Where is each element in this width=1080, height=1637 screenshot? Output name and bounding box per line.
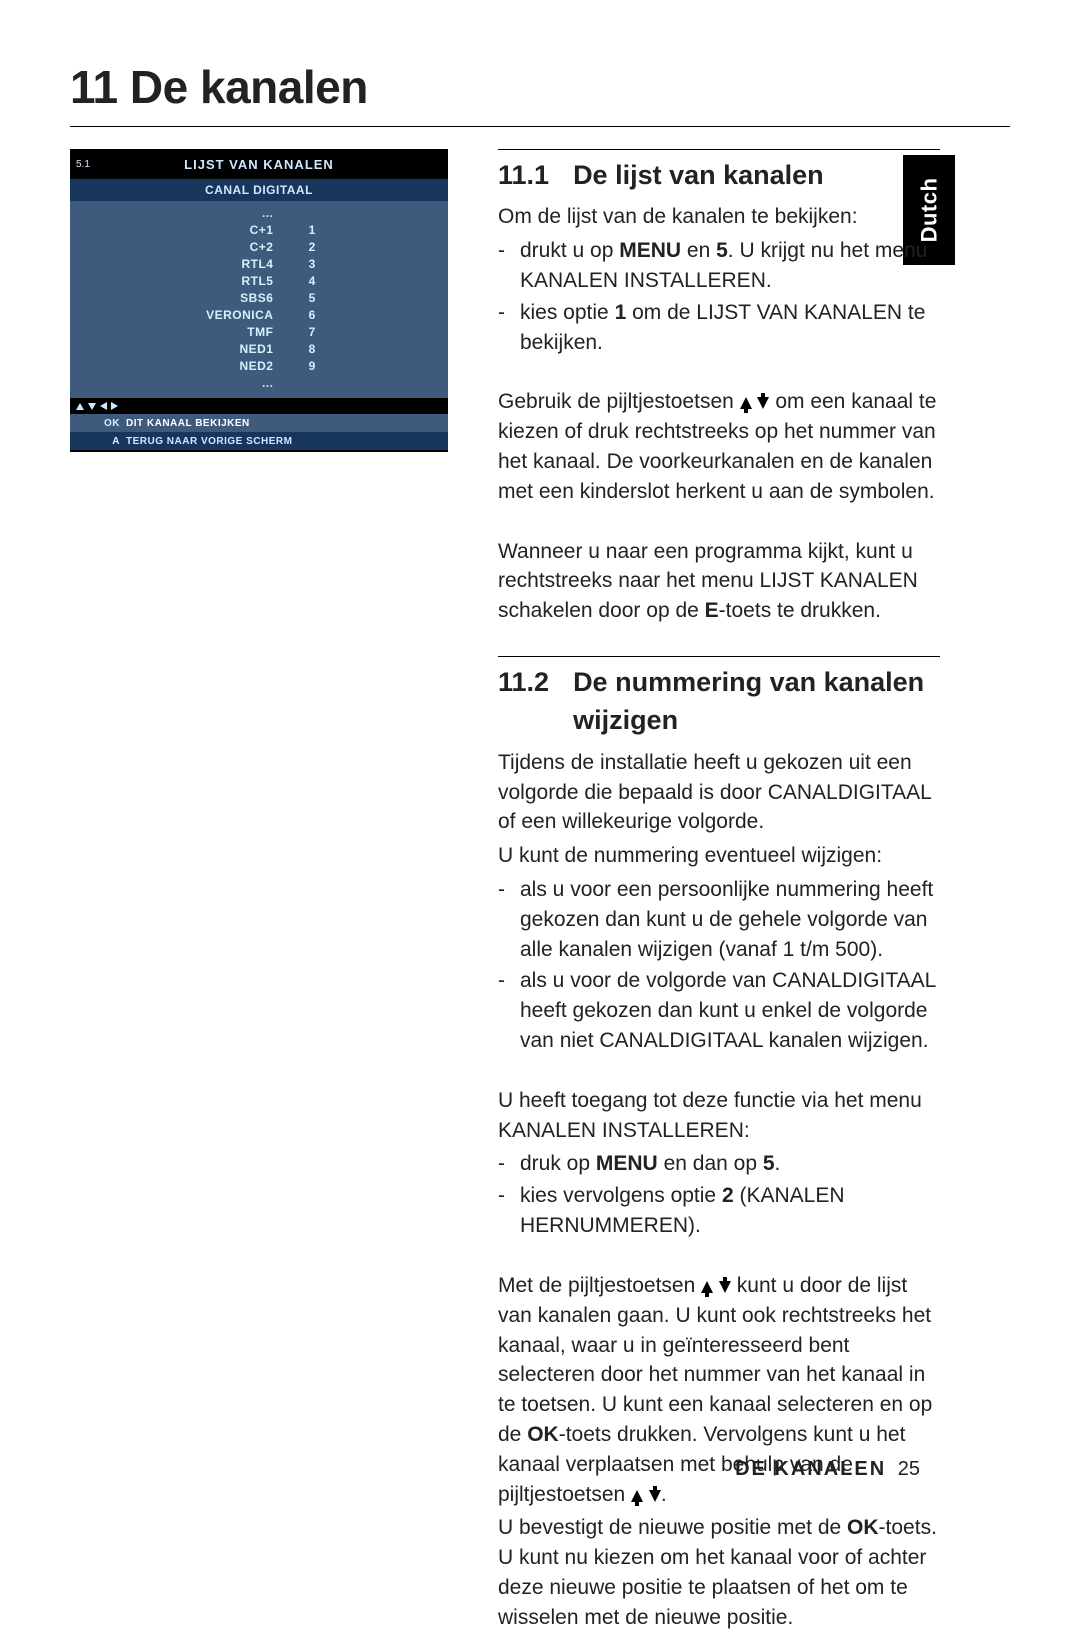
title-rule: [70, 126, 1010, 127]
sec11-2-li1: als u voor een persoonlijke nummering he…: [498, 875, 940, 964]
sec11-1-list: drukt u op MENU en 5. U krijgt nu het me…: [498, 236, 940, 357]
tv-channel-row: TMF7: [70, 324, 448, 341]
tv-hint-row: OKDIT KANAAL BEKIJKEN: [70, 414, 448, 432]
tv-hint-key: A: [70, 436, 126, 447]
language-tab-label: Dutch: [916, 178, 942, 243]
sec11-2-list1: als u voor een persoonlijke nummering he…: [498, 875, 940, 1056]
arrow-down-icon: [88, 403, 96, 410]
tv-channel-number: 8: [285, 341, 338, 358]
chapter-title: 11 De kanalen: [70, 60, 1010, 114]
tv-channel-name: NED1: [70, 341, 285, 358]
tv-channel-row: RTL43: [70, 256, 448, 273]
tv-topbar: 5.1 LIJST VAN KANALEN: [70, 149, 448, 179]
tv-channel-list: ... C+11C+22RTL43RTL54SBS65VERONICA6TMF7…: [70, 201, 448, 398]
tv-channel-row: C+22: [70, 239, 448, 256]
tv-channel-name: VERONICA: [70, 307, 285, 324]
tv-channel-number: 1: [285, 222, 338, 239]
sec11-2-p2: U kunt de nummering eventueel wijzigen:: [498, 841, 940, 871]
sec11-2-p3: U heeft toegang tot deze functie via het…: [498, 1086, 940, 1146]
arrow-up-glyph: [740, 397, 752, 409]
arrow-up-icon: [76, 403, 84, 410]
tv-channel-number: 3: [285, 256, 338, 273]
tv-channel-row: NED18: [70, 341, 448, 358]
sec11-1-p2: Gebruik de pijltjestoetsen om een kanaal…: [498, 387, 940, 506]
section-11-1-title: De lijst van kanalen: [573, 156, 824, 194]
tv-channel-number: 5: [285, 290, 338, 307]
arrow-up-glyph: [701, 1281, 713, 1293]
arrow-up-glyph: [631, 1490, 643, 1502]
sec11-1-intro: Om de lijst van de kanalen te bekijken:: [498, 202, 940, 232]
tv-ellipsis-top: ...: [70, 205, 448, 222]
tv-nav-arrows: [70, 398, 448, 414]
tv-title: LIJST VAN KANALEN: [70, 157, 448, 172]
sec11-1-p3: Wanneer u naar een programma kijkt, kunt…: [498, 537, 940, 626]
tv-screenshot: 5.1 LIJST VAN KANALEN CANAL DIGITAAL ...…: [70, 149, 448, 452]
arrow-left-icon: [100, 402, 107, 410]
sec11-1-li1: drukt u op MENU en 5. U krijgt nu het me…: [498, 236, 940, 296]
section-11-2-title: De nummering van kanalen wijzigen: [573, 663, 940, 740]
tv-hint-label: TERUG NAAR VORIGE SCHERM: [126, 436, 292, 447]
tv-channel-name: NED2: [70, 358, 285, 375]
tv-channel-name: C+1: [70, 222, 285, 239]
footer-label: De kanalen: [735, 1458, 886, 1480]
tv-hint-key: OK: [70, 418, 126, 429]
section-11-2-number: 11.2: [498, 663, 549, 740]
sec11-2-p5: U bevestigt de nieuwe positie met de OK-…: [498, 1513, 940, 1632]
tv-channel-number: 9: [285, 358, 338, 375]
sec11-2-li2: als u voor de volgorde van CANALDIGITAAL…: [498, 966, 940, 1055]
arrow-down-glyph: [719, 1281, 731, 1293]
arrow-down-glyph: [649, 1490, 661, 1502]
section-rule-2: [498, 656, 940, 657]
sec11-2-list2: druk op MENU en dan op 5. kies vervolgen…: [498, 1149, 940, 1240]
tv-channel-name: TMF: [70, 324, 285, 341]
tv-channel-row: VERONICA6: [70, 307, 448, 324]
tv-channel-name: RTL4: [70, 256, 285, 273]
tv-channel-number: 7: [285, 324, 338, 341]
chapter-title-text: De kanalen: [130, 61, 368, 113]
tv-channel-name: SBS6: [70, 290, 285, 307]
section-11-2-heading: 11.2 De nummering van kanalen wijzigen: [498, 663, 940, 740]
section-11-1-heading: 11.1 De lijst van kanalen: [498, 156, 940, 194]
tv-hint-row: ATERUG NAAR VORIGE SCHERM: [70, 432, 448, 450]
footer-page-number: 25: [898, 1458, 920, 1480]
sec11-2-li4: kies vervolgens optie 2 (KANALEN HERNUMM…: [498, 1181, 940, 1241]
tv-ellipsis-bottom: ...: [70, 375, 448, 392]
tv-channel-row: SBS65: [70, 290, 448, 307]
text-column: 11.1 De lijst van kanalen Om de lijst va…: [498, 149, 1010, 1637]
sec11-2-p1: Tijdens de installatie heeft u gekozen u…: [498, 748, 940, 837]
arrow-right-icon: [111, 402, 118, 410]
tv-hint-label: DIT KANAAL BEKIJKEN: [126, 418, 250, 429]
tv-channel-number: 6: [285, 307, 338, 324]
section-rule-1: [498, 149, 940, 150]
sec11-1-li2: kies optie 1 om de LIJST VAN KANALEN te …: [498, 298, 940, 358]
tv-provider: CANAL DIGITAAL: [70, 179, 448, 201]
tv-channel-number: 4: [285, 273, 338, 290]
chapter-number: 11: [70, 61, 118, 113]
page-footer: De kanalen 25: [735, 1458, 920, 1481]
tv-channel-name: RTL5: [70, 273, 285, 290]
section-11-1-number: 11.1: [498, 156, 549, 194]
tv-channel-number: 2: [285, 239, 338, 256]
sec11-2-li3: druk op MENU en dan op 5.: [498, 1149, 940, 1179]
tv-channel-name: C+2: [70, 239, 285, 256]
tv-channel-row: C+11: [70, 222, 448, 239]
tv-channel-row: RTL54: [70, 273, 448, 290]
tv-channel-row: NED29: [70, 358, 448, 375]
arrow-down-glyph: [757, 397, 769, 409]
